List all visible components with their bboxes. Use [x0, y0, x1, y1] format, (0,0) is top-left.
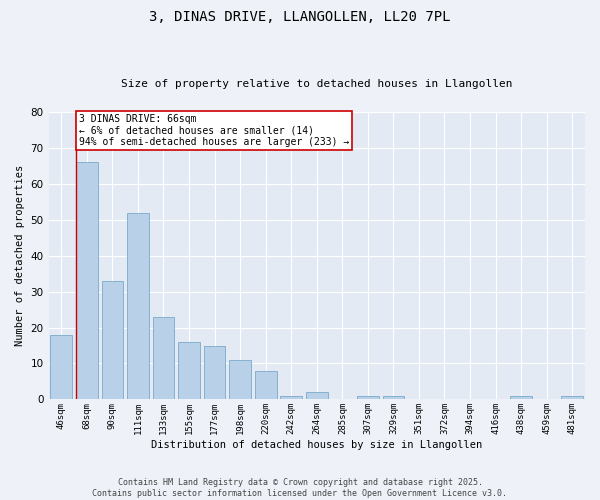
Bar: [255, 370, 277, 400]
Bar: [178, 342, 200, 400]
Text: 3, DINAS DRIVE, LLANGOLLEN, LL20 7PL: 3, DINAS DRIVE, LLANGOLLEN, LL20 7PL: [149, 10, 451, 24]
Bar: [562, 396, 583, 400]
Bar: [280, 396, 302, 400]
Bar: [357, 396, 379, 400]
Text: Contains HM Land Registry data © Crown copyright and database right 2025.
Contai: Contains HM Land Registry data © Crown c…: [92, 478, 508, 498]
Bar: [101, 281, 123, 400]
Bar: [229, 360, 251, 400]
Bar: [306, 392, 328, 400]
Bar: [127, 212, 149, 400]
Bar: [50, 334, 72, 400]
Bar: [76, 162, 98, 400]
Bar: [510, 396, 532, 400]
X-axis label: Distribution of detached houses by size in Llangollen: Distribution of detached houses by size …: [151, 440, 482, 450]
Title: Size of property relative to detached houses in Llangollen: Size of property relative to detached ho…: [121, 79, 512, 89]
Bar: [152, 317, 175, 400]
Bar: [383, 396, 404, 400]
Text: 3 DINAS DRIVE: 66sqm
← 6% of detached houses are smaller (14)
94% of semi-detach: 3 DINAS DRIVE: 66sqm ← 6% of detached ho…: [79, 114, 349, 147]
Bar: [204, 346, 226, 400]
Y-axis label: Number of detached properties: Number of detached properties: [15, 165, 25, 346]
